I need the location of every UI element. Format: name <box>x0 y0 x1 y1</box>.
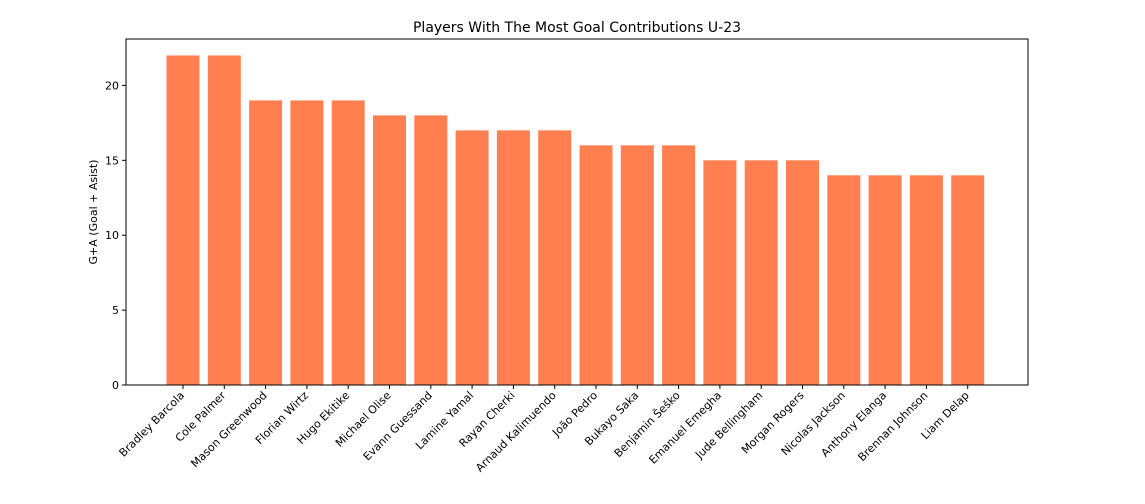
x-tick-label: Arnaud Kalimuendo <box>473 389 559 475</box>
bar <box>166 55 200 385</box>
bar <box>373 115 406 385</box>
x-tick-label: Mason Greenwood <box>188 389 269 470</box>
bar <box>207 55 241 385</box>
y-axis: 0 5 10 15 20 <box>105 79 126 392</box>
y-tick-label: 20 <box>105 79 119 92</box>
bar <box>620 145 654 385</box>
bar <box>827 175 861 385</box>
chart-title: Players With The Most Goal Contributions… <box>413 20 741 36</box>
y-tick-label: 0 <box>112 379 119 392</box>
bar <box>455 130 489 385</box>
bar <box>290 100 324 385</box>
bar <box>786 160 819 385</box>
bar <box>703 160 737 385</box>
x-tick-label: Brennan Johnson <box>855 389 930 464</box>
bar <box>496 130 530 385</box>
bar <box>414 115 448 385</box>
y-tick-label: 15 <box>105 154 119 167</box>
x-tick-label: Emanuel Emegha <box>646 389 724 467</box>
y-tick-label: 5 <box>112 304 119 317</box>
plot-frame <box>125 38 1029 386</box>
bar <box>538 130 572 385</box>
x-tick-label: Evann Guessand <box>361 389 435 463</box>
bar <box>951 175 985 385</box>
bar <box>331 100 365 385</box>
bars-group <box>166 55 985 385</box>
y-axis-label: G+A (Goal + Asist) <box>87 160 100 265</box>
bar <box>868 175 902 385</box>
bar <box>579 145 613 385</box>
bar <box>662 145 696 385</box>
bar <box>744 160 778 385</box>
bar <box>249 100 283 385</box>
x-tick-label: Bradley Barcola <box>117 389 188 460</box>
bar <box>909 175 943 385</box>
y-tick-label: 10 <box>105 229 119 242</box>
